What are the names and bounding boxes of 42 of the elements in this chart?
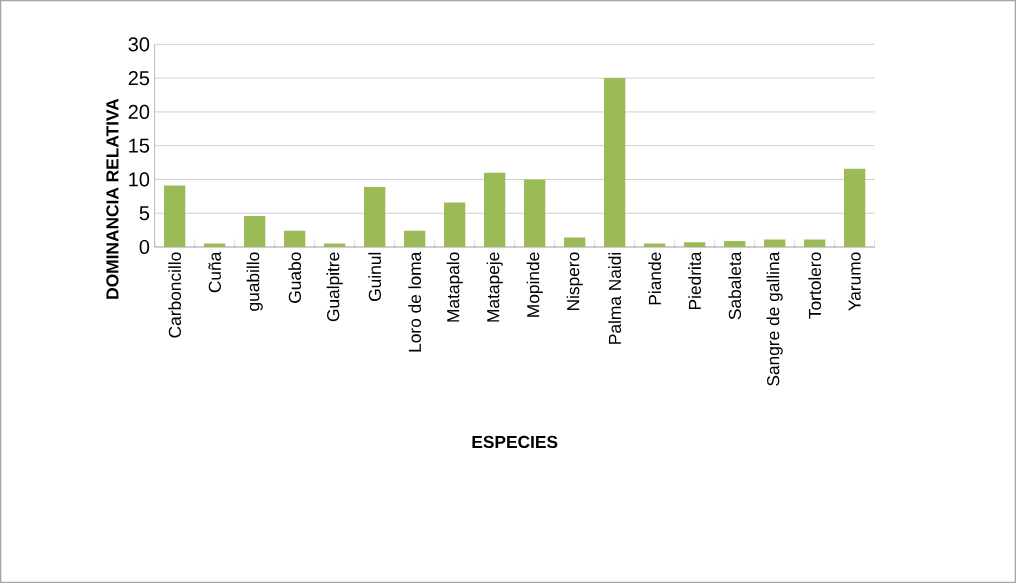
bar — [164, 185, 186, 247]
bar — [564, 237, 586, 247]
bar — [764, 239, 786, 247]
bar — [404, 230, 426, 247]
x-tick-label: Sabaleta — [728, 251, 742, 320]
x-tick-label: Mopinde — [526, 252, 543, 317]
y-axis-title: DOMINANCIA RELATIVA — [106, 98, 119, 299]
y-tick-label: 25 — [128, 71, 150, 86]
x-tick-label: Matapeje — [486, 252, 503, 322]
bar — [724, 240, 746, 247]
bar — [364, 186, 386, 247]
x-tick-label: Guinul — [368, 252, 382, 301]
bar — [484, 172, 506, 247]
x-tick-label: Piedrita — [688, 251, 702, 310]
bar — [444, 202, 466, 247]
bar — [524, 179, 546, 247]
y-tick-label: 5 — [139, 206, 150, 221]
x-tick-label: Palma Naidi — [608, 252, 622, 344]
x-tick-label: Tortolero — [808, 252, 822, 319]
x-tick-label: Piande — [648, 252, 662, 305]
bar — [804, 239, 826, 247]
x-axis-title: ESPECIES — [472, 435, 558, 449]
bar — [244, 215, 266, 247]
bar — [604, 78, 626, 247]
x-tick-label: Yarumo — [848, 252, 861, 311]
x-tick-label: Gualpitre — [326, 252, 343, 322]
bar — [844, 168, 866, 247]
y-tick-label: 0 — [139, 239, 150, 255]
x-tick-label: Sangre de gallina — [766, 251, 783, 386]
x-tick-label: Cuña — [208, 251, 221, 293]
x-tick-label: Matapalo — [446, 252, 463, 322]
y-tick-label: 10 — [129, 172, 150, 187]
x-tick-label: Nispero — [566, 252, 583, 311]
bar — [284, 230, 306, 247]
x-tick-label: Loro de loma — [408, 251, 422, 352]
bar — [684, 242, 706, 247]
y-tick-label: 15 — [129, 138, 150, 153]
y-tick-label: 20 — [128, 104, 150, 119]
x-tick-label: Carboncillo — [168, 252, 182, 338]
y-tick-label: 30 — [128, 37, 150, 52]
x-tick-label: guabillo — [246, 252, 263, 311]
x-tick-label: Guabo — [288, 252, 302, 303]
